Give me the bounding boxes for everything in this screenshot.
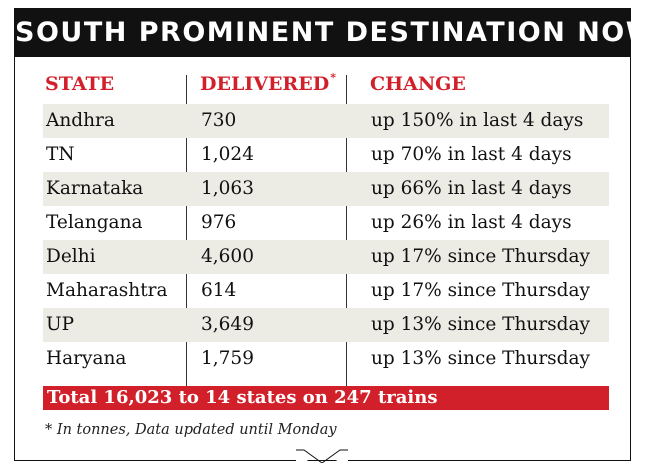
column-divider — [346, 75, 347, 387]
cell-change: up 150% in last 4 days — [371, 110, 584, 131]
table-row: Telangana 976 up 26% in last 4 days — [43, 206, 609, 240]
cell-delivered: 1,063 — [201, 178, 254, 199]
cell-state: Andhra — [46, 110, 115, 131]
cell-state: Haryana — [46, 348, 127, 369]
table-row: UP 3,649 up 13% since Thursday — [43, 308, 609, 342]
footnote: * In tonnes, Data updated until Monday — [45, 422, 337, 438]
cell-change: up 66% in last 4 days — [371, 178, 572, 199]
table-card: SOUTH PROMINENT DESTINATION NOW STATE DE… — [14, 8, 645, 461]
table-row: Maharashtra 614 up 17% since Thursday — [43, 274, 609, 308]
header-delivered: DELIVERED* — [200, 69, 336, 99]
cell-state: Maharashtra — [46, 280, 168, 301]
cell-delivered: 1,759 — [201, 348, 254, 369]
callout-notch — [296, 448, 348, 463]
table-row: Delhi 4,600 up 17% since Thursday — [43, 240, 609, 274]
cell-state: Telangana — [46, 212, 143, 233]
cell-change: up 26% in last 4 days — [371, 212, 572, 233]
cell-delivered: 1,024 — [201, 144, 254, 165]
column-divider — [186, 75, 187, 387]
table-row: Andhra 730 up 150% in last 4 days — [43, 104, 609, 138]
header-change: CHANGE — [370, 73, 466, 95]
table-row: Haryana 1,759 up 13% since Thursday — [43, 342, 609, 376]
header-delivered-label: DELIVERED — [200, 73, 330, 95]
cell-delivered: 3,649 — [201, 314, 254, 335]
table-title: SOUTH PROMINENT DESTINATION NOW — [15, 9, 645, 57]
cell-change: up 13% since Thursday — [371, 314, 590, 335]
cell-delivered: 614 — [201, 280, 237, 301]
cell-state: Delhi — [46, 246, 96, 267]
cell-state: TN — [46, 144, 75, 165]
table-row: Karnataka 1,063 up 66% in last 4 days — [43, 172, 609, 206]
cell-change: up 17% since Thursday — [371, 246, 590, 267]
table-row: TN 1,024 up 70% in last 4 days — [43, 138, 609, 172]
cell-change: up 13% since Thursday — [371, 348, 590, 369]
total-bar: Total 16,023 to 14 states on 247 trains — [43, 386, 609, 410]
cell-change: up 70% in last 4 days — [371, 144, 572, 165]
header-delivered-mark: * — [330, 71, 336, 84]
cell-state: UP — [46, 314, 75, 335]
cell-state: Karnataka — [46, 178, 144, 199]
cell-change: up 17% since Thursday — [371, 280, 590, 301]
cell-delivered: 730 — [201, 110, 237, 131]
cell-delivered: 4,600 — [201, 246, 254, 267]
header-state: STATE — [45, 73, 115, 95]
cell-delivered: 976 — [201, 212, 237, 233]
